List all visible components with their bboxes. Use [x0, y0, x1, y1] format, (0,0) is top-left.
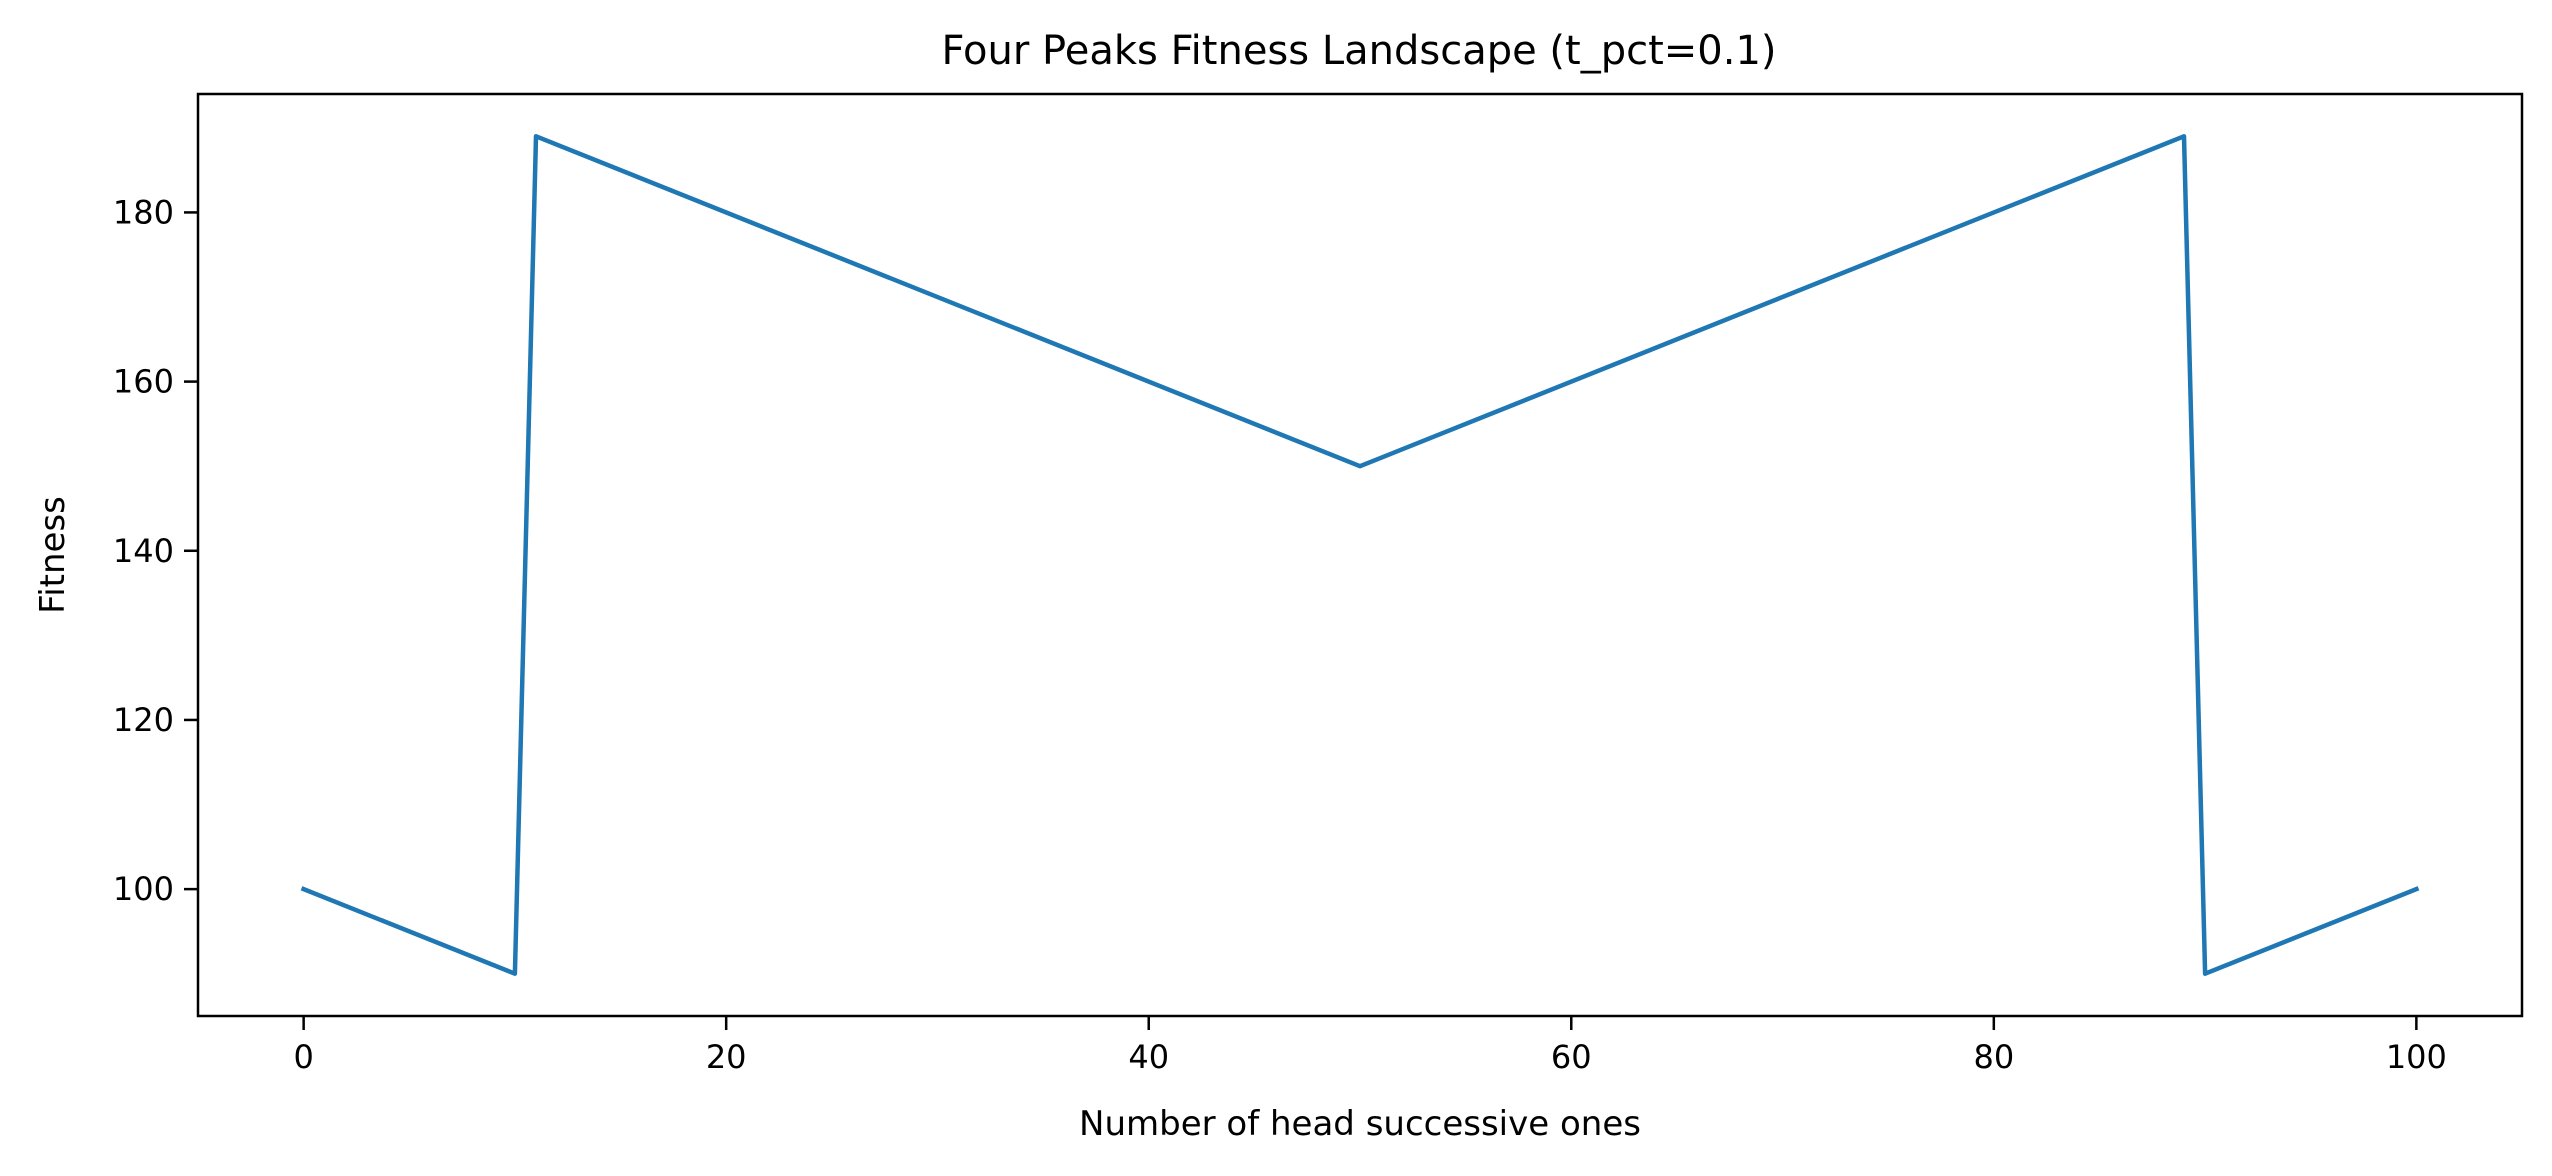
y-tick-label: 180 — [113, 193, 174, 231]
y-tick-label: 160 — [113, 363, 174, 401]
x-tick-label: 0 — [293, 1038, 313, 1076]
y-tick-label: 120 — [113, 701, 174, 739]
fitness-line — [300, 134, 2420, 976]
x-tick-label: 60 — [1551, 1038, 1592, 1076]
chart-title: Four Peaks Fitness Landscape (t_pct=0.1) — [941, 28, 1776, 74]
x-axis-label: Number of head successive ones — [1079, 1104, 1641, 1144]
x-tick-label: 40 — [1128, 1038, 1169, 1076]
x-axis: 0 20 40 60 80 100 — [293, 1016, 2447, 1076]
y-axis: 100 120 140 160 180 — [113, 193, 198, 908]
y-tick-label: 140 — [113, 532, 174, 570]
x-tick-label: 80 — [1973, 1038, 2014, 1076]
x-tick-label: 20 — [706, 1038, 747, 1076]
y-tick-label: 100 — [113, 870, 174, 908]
plot-frame — [196, 92, 2524, 1018]
series-layer — [300, 134, 2420, 976]
y-axis-label: Fitness — [33, 496, 73, 614]
x-tick-label: 100 — [2386, 1038, 2447, 1076]
